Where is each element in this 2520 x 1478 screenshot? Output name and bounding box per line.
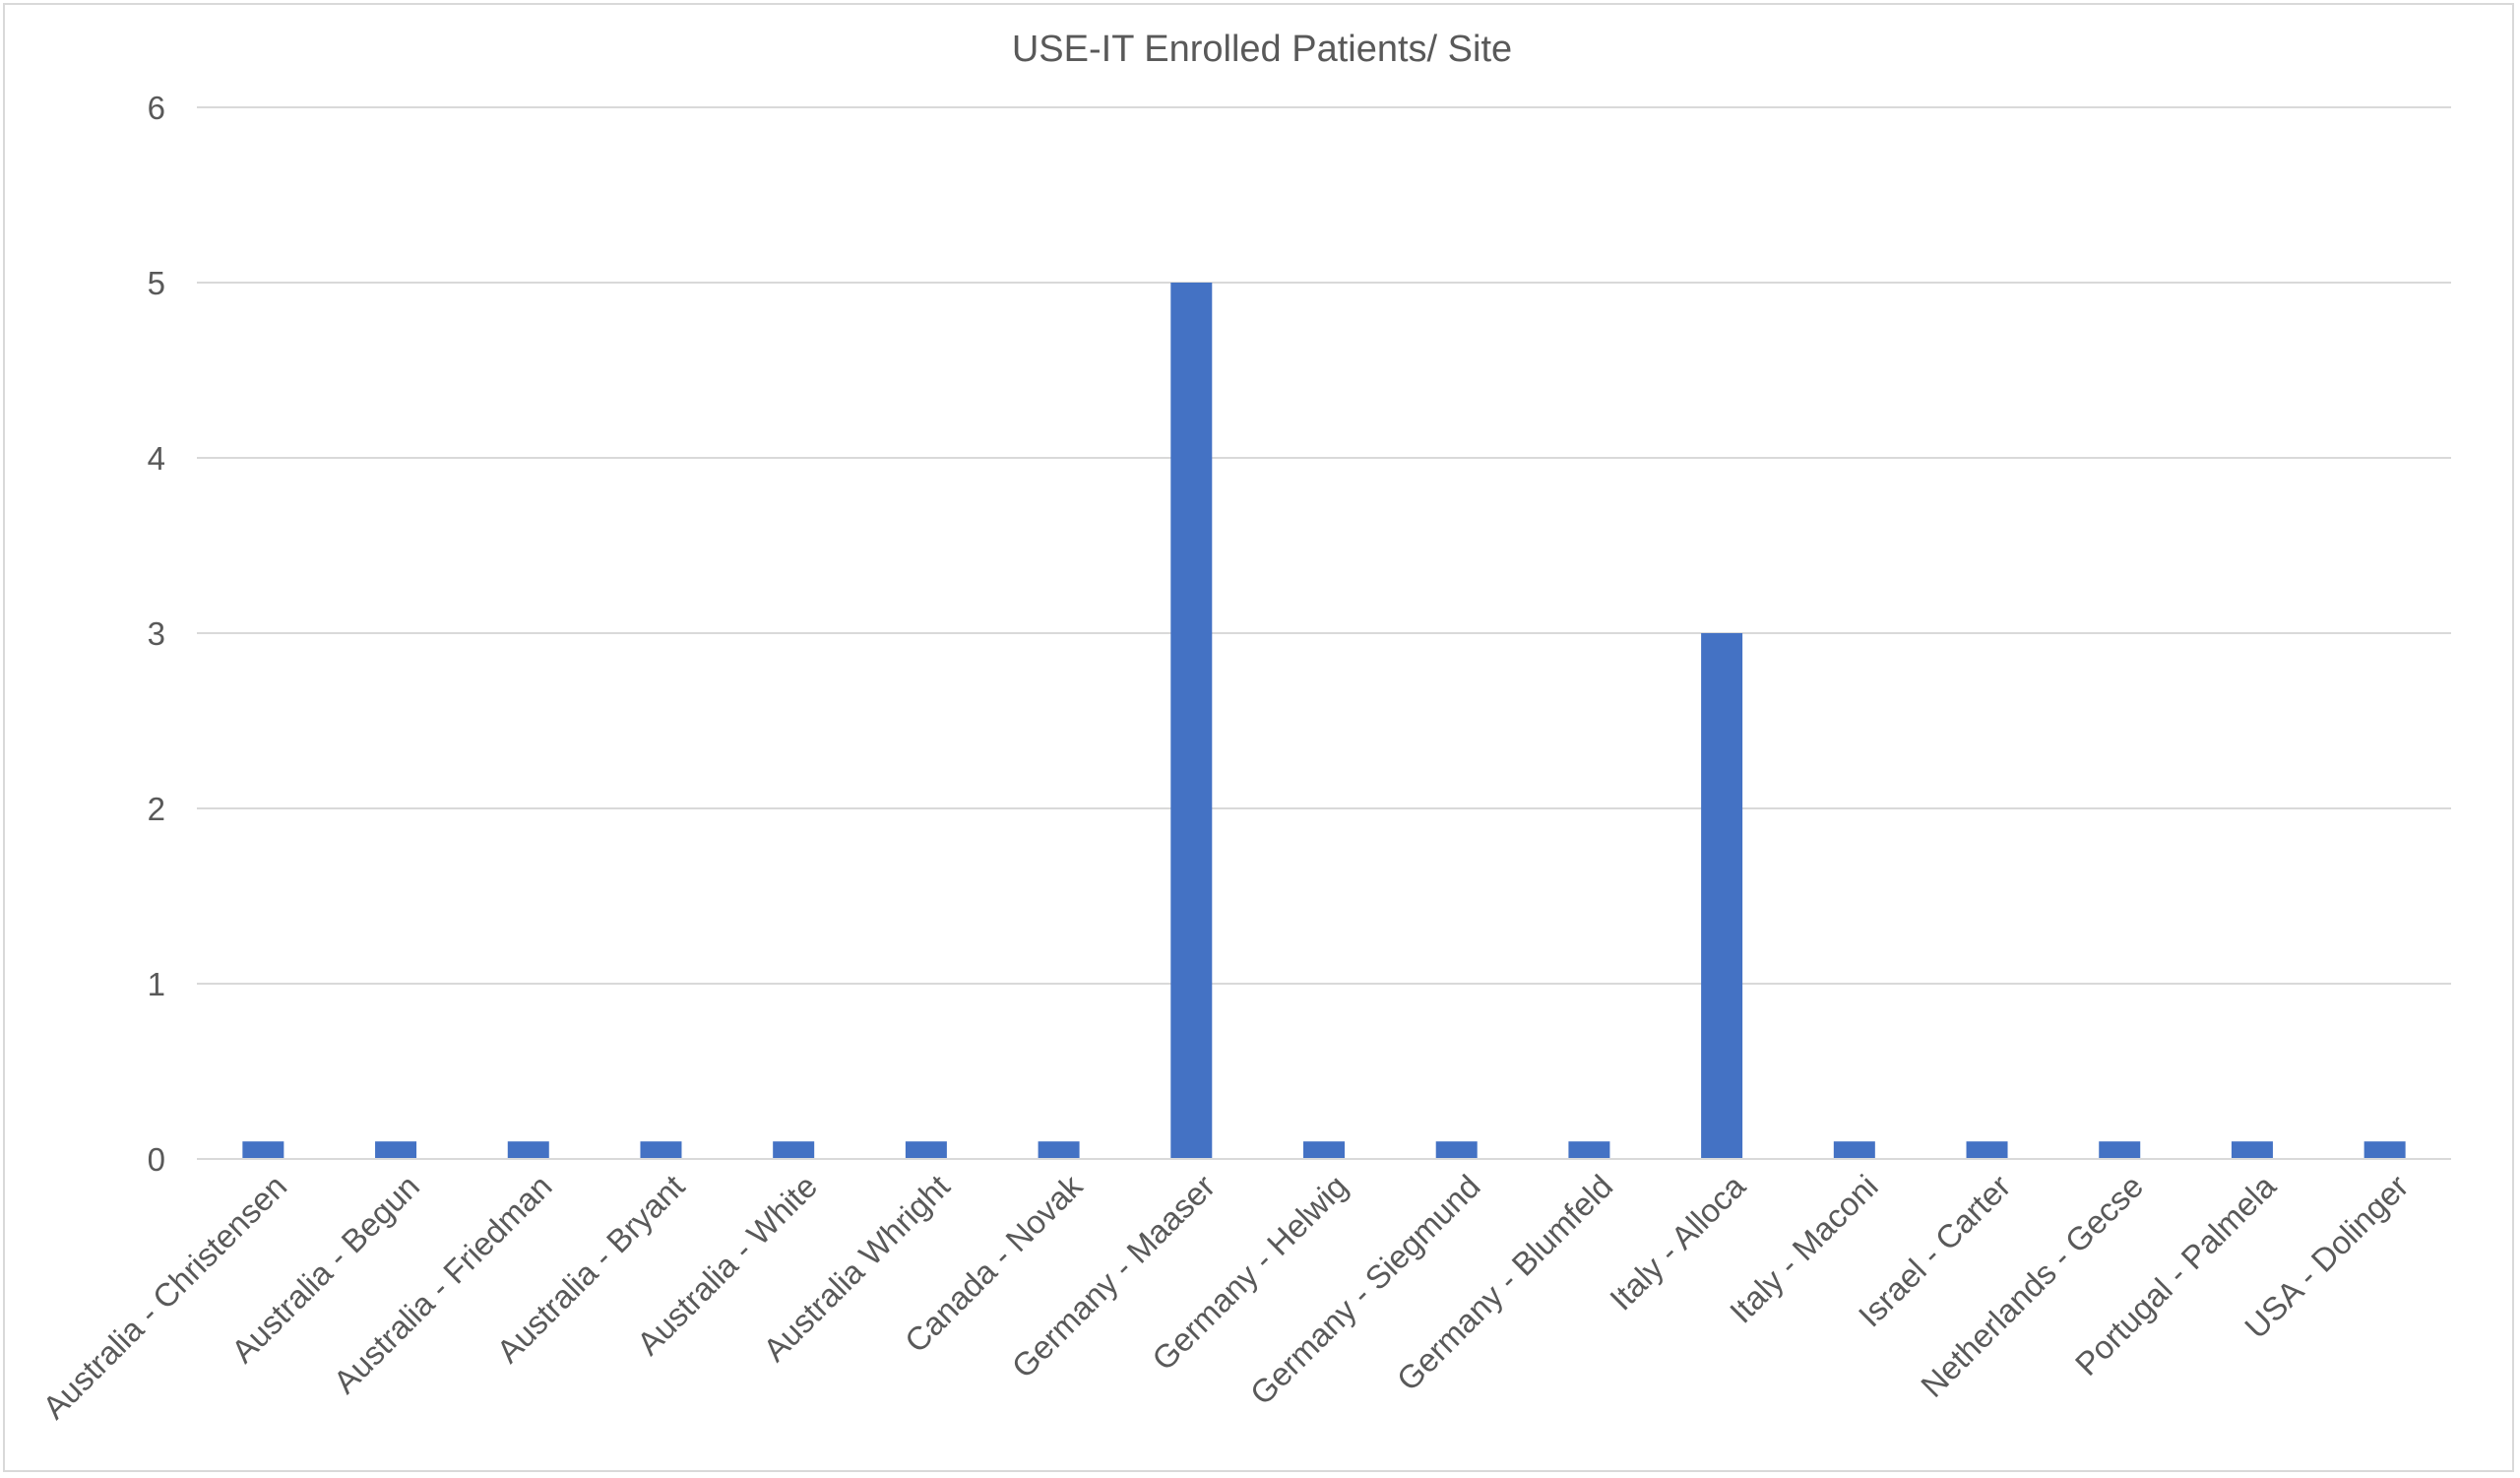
bar bbox=[773, 1141, 815, 1159]
bar bbox=[242, 1141, 284, 1159]
bar bbox=[375, 1141, 417, 1159]
y-tick-label: 0 bbox=[148, 1141, 165, 1178]
y-tick-label: 2 bbox=[148, 791, 165, 827]
x-tick-label: Australia - Christensen bbox=[35, 1168, 293, 1426]
bars bbox=[242, 283, 2406, 1159]
chart-frame: USE-IT Enrolled Patients/ Site 0 1 2 3 4 5 6 A… bbox=[3, 3, 2514, 1472]
bar bbox=[905, 1141, 947, 1159]
bar bbox=[1170, 283, 1213, 1159]
bar bbox=[507, 1141, 549, 1159]
y-tick-label: 1 bbox=[148, 966, 165, 1002]
y-axis-ticks: 0 1 2 3 4 5 6 bbox=[148, 90, 165, 1178]
x-tick-label: Germany - Siegmund bbox=[1243, 1168, 1487, 1412]
chart-title: USE-IT Enrolled Patients/ Site bbox=[1012, 29, 1512, 70]
y-tick-label: 6 bbox=[148, 90, 165, 126]
y-tick-label: 3 bbox=[148, 615, 165, 652]
bar bbox=[2099, 1141, 2141, 1159]
bar bbox=[1701, 633, 1743, 1159]
bar bbox=[1966, 1141, 2008, 1159]
bar bbox=[1038, 1141, 1080, 1159]
y-tick-label: 4 bbox=[148, 440, 165, 477]
x-tick-label: Italy - Alloca bbox=[1603, 1167, 1752, 1317]
y-tick-label: 5 bbox=[148, 265, 165, 301]
gridlines bbox=[197, 106, 2451, 985]
bar bbox=[1435, 1141, 1478, 1159]
bar bbox=[2363, 1141, 2406, 1159]
bar bbox=[1303, 1141, 1345, 1159]
bar bbox=[1568, 1141, 1610, 1159]
bar bbox=[2231, 1141, 2273, 1159]
x-tick-label: Netherlands - Gecse bbox=[1914, 1168, 2150, 1404]
x-tick-label: Australia - Friedman bbox=[326, 1168, 558, 1400]
bar bbox=[1833, 1141, 1875, 1159]
bar-chart: USE-IT Enrolled Patients/ Site 0 1 2 3 4 5 6 A… bbox=[35, 29, 2451, 1426]
bar bbox=[640, 1141, 682, 1159]
x-tick-label: Germany - Blumfeld bbox=[1390, 1168, 1620, 1398]
